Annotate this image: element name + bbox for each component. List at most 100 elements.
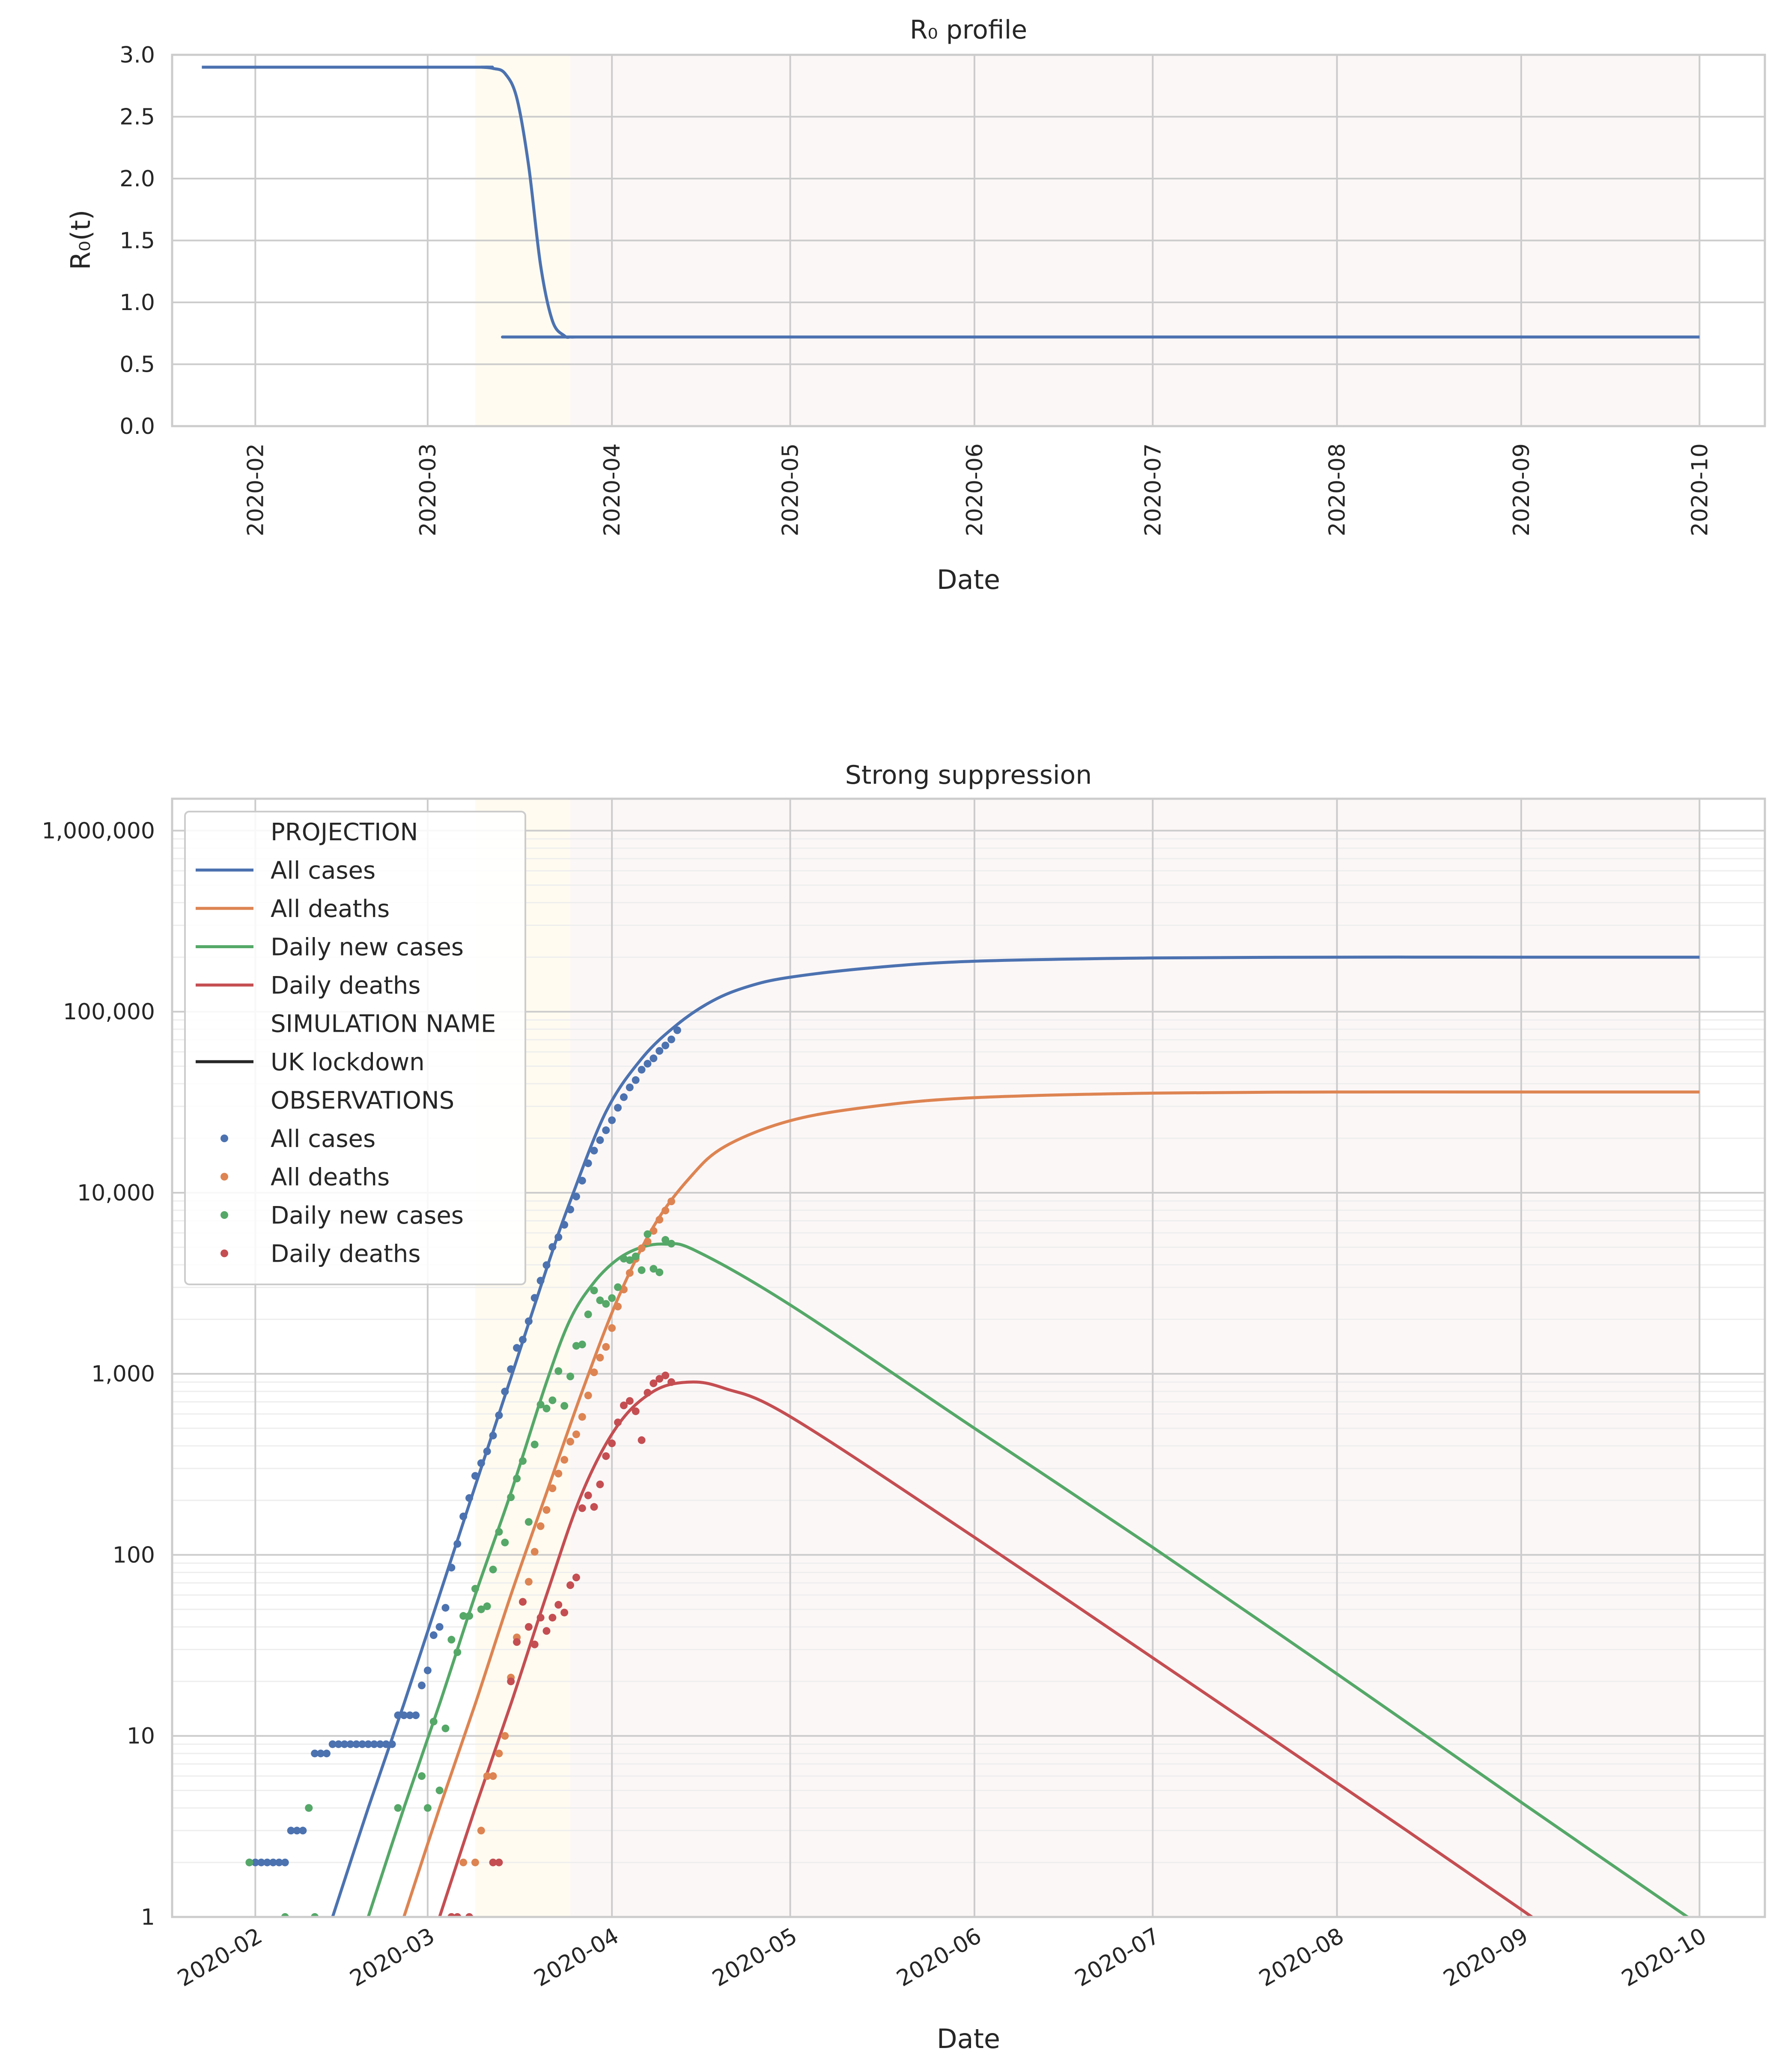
series-clip-group — [245, 955, 1700, 1917]
observation-point — [662, 1371, 670, 1379]
observation-point — [530, 1548, 539, 1556]
observation-point — [441, 1604, 450, 1612]
observation-point — [263, 1858, 271, 1866]
observation-point — [608, 1294, 616, 1302]
legend-label: All deaths — [271, 895, 390, 923]
r0-x-axis-label: Date — [937, 564, 1000, 595]
observation-point — [578, 1341, 586, 1349]
observation-point — [465, 1494, 474, 1502]
observation-point — [638, 1436, 646, 1444]
r0-y-tick-labels: 0.0 0.5 1.0 1.5 2.0 2.5 3.0 — [119, 42, 155, 439]
legend-dot-swatch — [221, 1173, 228, 1181]
observation-point — [281, 1858, 289, 1866]
y-tick-label: 3.0 — [119, 42, 155, 68]
observation-point — [495, 1411, 503, 1419]
observation-point — [447, 1636, 456, 1644]
legend-label: All cases — [271, 857, 375, 885]
observation-point — [293, 1827, 301, 1835]
y-tick-label: 1,000 — [91, 1361, 155, 1387]
x-tick-label: 2020-03 — [415, 443, 441, 536]
observation-point — [429, 1717, 438, 1726]
observation-point — [542, 1261, 551, 1269]
observation-point — [644, 1230, 652, 1238]
observation-point — [364, 1740, 372, 1748]
observation-point — [590, 1503, 598, 1511]
observation-point — [602, 1126, 610, 1135]
observation-point — [560, 1609, 569, 1617]
observation-point — [524, 1518, 533, 1526]
observation-point — [650, 1227, 658, 1235]
observation-point — [536, 1522, 545, 1530]
observation-point — [650, 1379, 658, 1387]
observation-point — [644, 1238, 652, 1246]
observation-point — [614, 1283, 622, 1291]
observation-point — [650, 1054, 658, 1063]
observation-point — [638, 1066, 646, 1074]
observation-point — [662, 1042, 670, 1050]
legend-entry: UK lockdown — [196, 1048, 425, 1076]
legend-entry: All deaths — [221, 1164, 390, 1191]
observation-point — [602, 1452, 610, 1460]
observation-point — [328, 1740, 337, 1748]
observation-point — [662, 1206, 670, 1215]
observation-point — [560, 1402, 569, 1410]
legend-entry: Daily new cases — [196, 934, 464, 961]
observation-point — [435, 1623, 444, 1631]
observation-point — [489, 1772, 497, 1780]
observation-point — [650, 1265, 658, 1273]
observation-point — [453, 1540, 462, 1548]
observation-point — [626, 1084, 634, 1092]
projection-line-0 — [331, 955, 1700, 1917]
observation-point — [311, 1750, 319, 1758]
observation-point — [584, 1391, 592, 1400]
r0-plot-frame — [171, 54, 1766, 427]
observation-point — [590, 1287, 598, 1295]
observation-point — [632, 1252, 640, 1260]
observation-point — [656, 1215, 664, 1224]
series-clip-group — [202, 66, 1700, 339]
observation-point — [620, 1401, 628, 1409]
observation-point — [542, 1506, 551, 1514]
observation-point — [620, 1285, 628, 1293]
legend-dot-swatch — [221, 1249, 228, 1257]
observation-point — [644, 1060, 652, 1068]
observation-series-6 — [245, 1230, 675, 1917]
observation-point — [412, 1711, 420, 1720]
observation-point — [608, 1116, 616, 1124]
observation-point — [626, 1397, 634, 1405]
observation-point — [483, 1772, 491, 1780]
observation-point — [542, 1404, 551, 1412]
observation-point — [584, 1310, 592, 1318]
observation-point — [566, 1581, 574, 1589]
r0-y-axis-label: R₀(t) — [65, 210, 96, 270]
observation-point — [548, 1484, 557, 1493]
projection-line-2 — [367, 1242, 1690, 1917]
observation-point — [554, 1601, 563, 1609]
legend-entry: All cases — [221, 1125, 375, 1153]
observation-point — [459, 1858, 468, 1866]
observation-point — [578, 1176, 586, 1185]
projection-line-1 — [402, 1090, 1700, 1917]
legend-label: Daily new cases — [271, 934, 464, 961]
r0-chart-title: R₀ profile — [910, 15, 1027, 45]
observation-point — [662, 1236, 670, 1244]
shaded-region-1 — [570, 799, 1700, 1917]
observation-point — [483, 1602, 491, 1610]
observation-point — [596, 1480, 604, 1488]
legend-entry: SIMULATION NAME — [271, 1010, 496, 1038]
observation-series-4 — [245, 1026, 681, 1866]
observation-point — [554, 1469, 563, 1478]
observation-point — [667, 1239, 675, 1248]
observation-point — [507, 1677, 515, 1685]
observation-point — [560, 1456, 569, 1464]
observation-point — [269, 1858, 277, 1866]
legend-label: PROJECTION — [271, 818, 418, 846]
legend-label: Daily new cases — [271, 1202, 464, 1230]
observation-point — [626, 1256, 634, 1264]
observation-point — [554, 1233, 563, 1241]
observation-point — [524, 1317, 533, 1326]
legend-label: All cases — [271, 1125, 375, 1153]
observation-point — [334, 1740, 343, 1748]
observation-point — [566, 1206, 574, 1214]
